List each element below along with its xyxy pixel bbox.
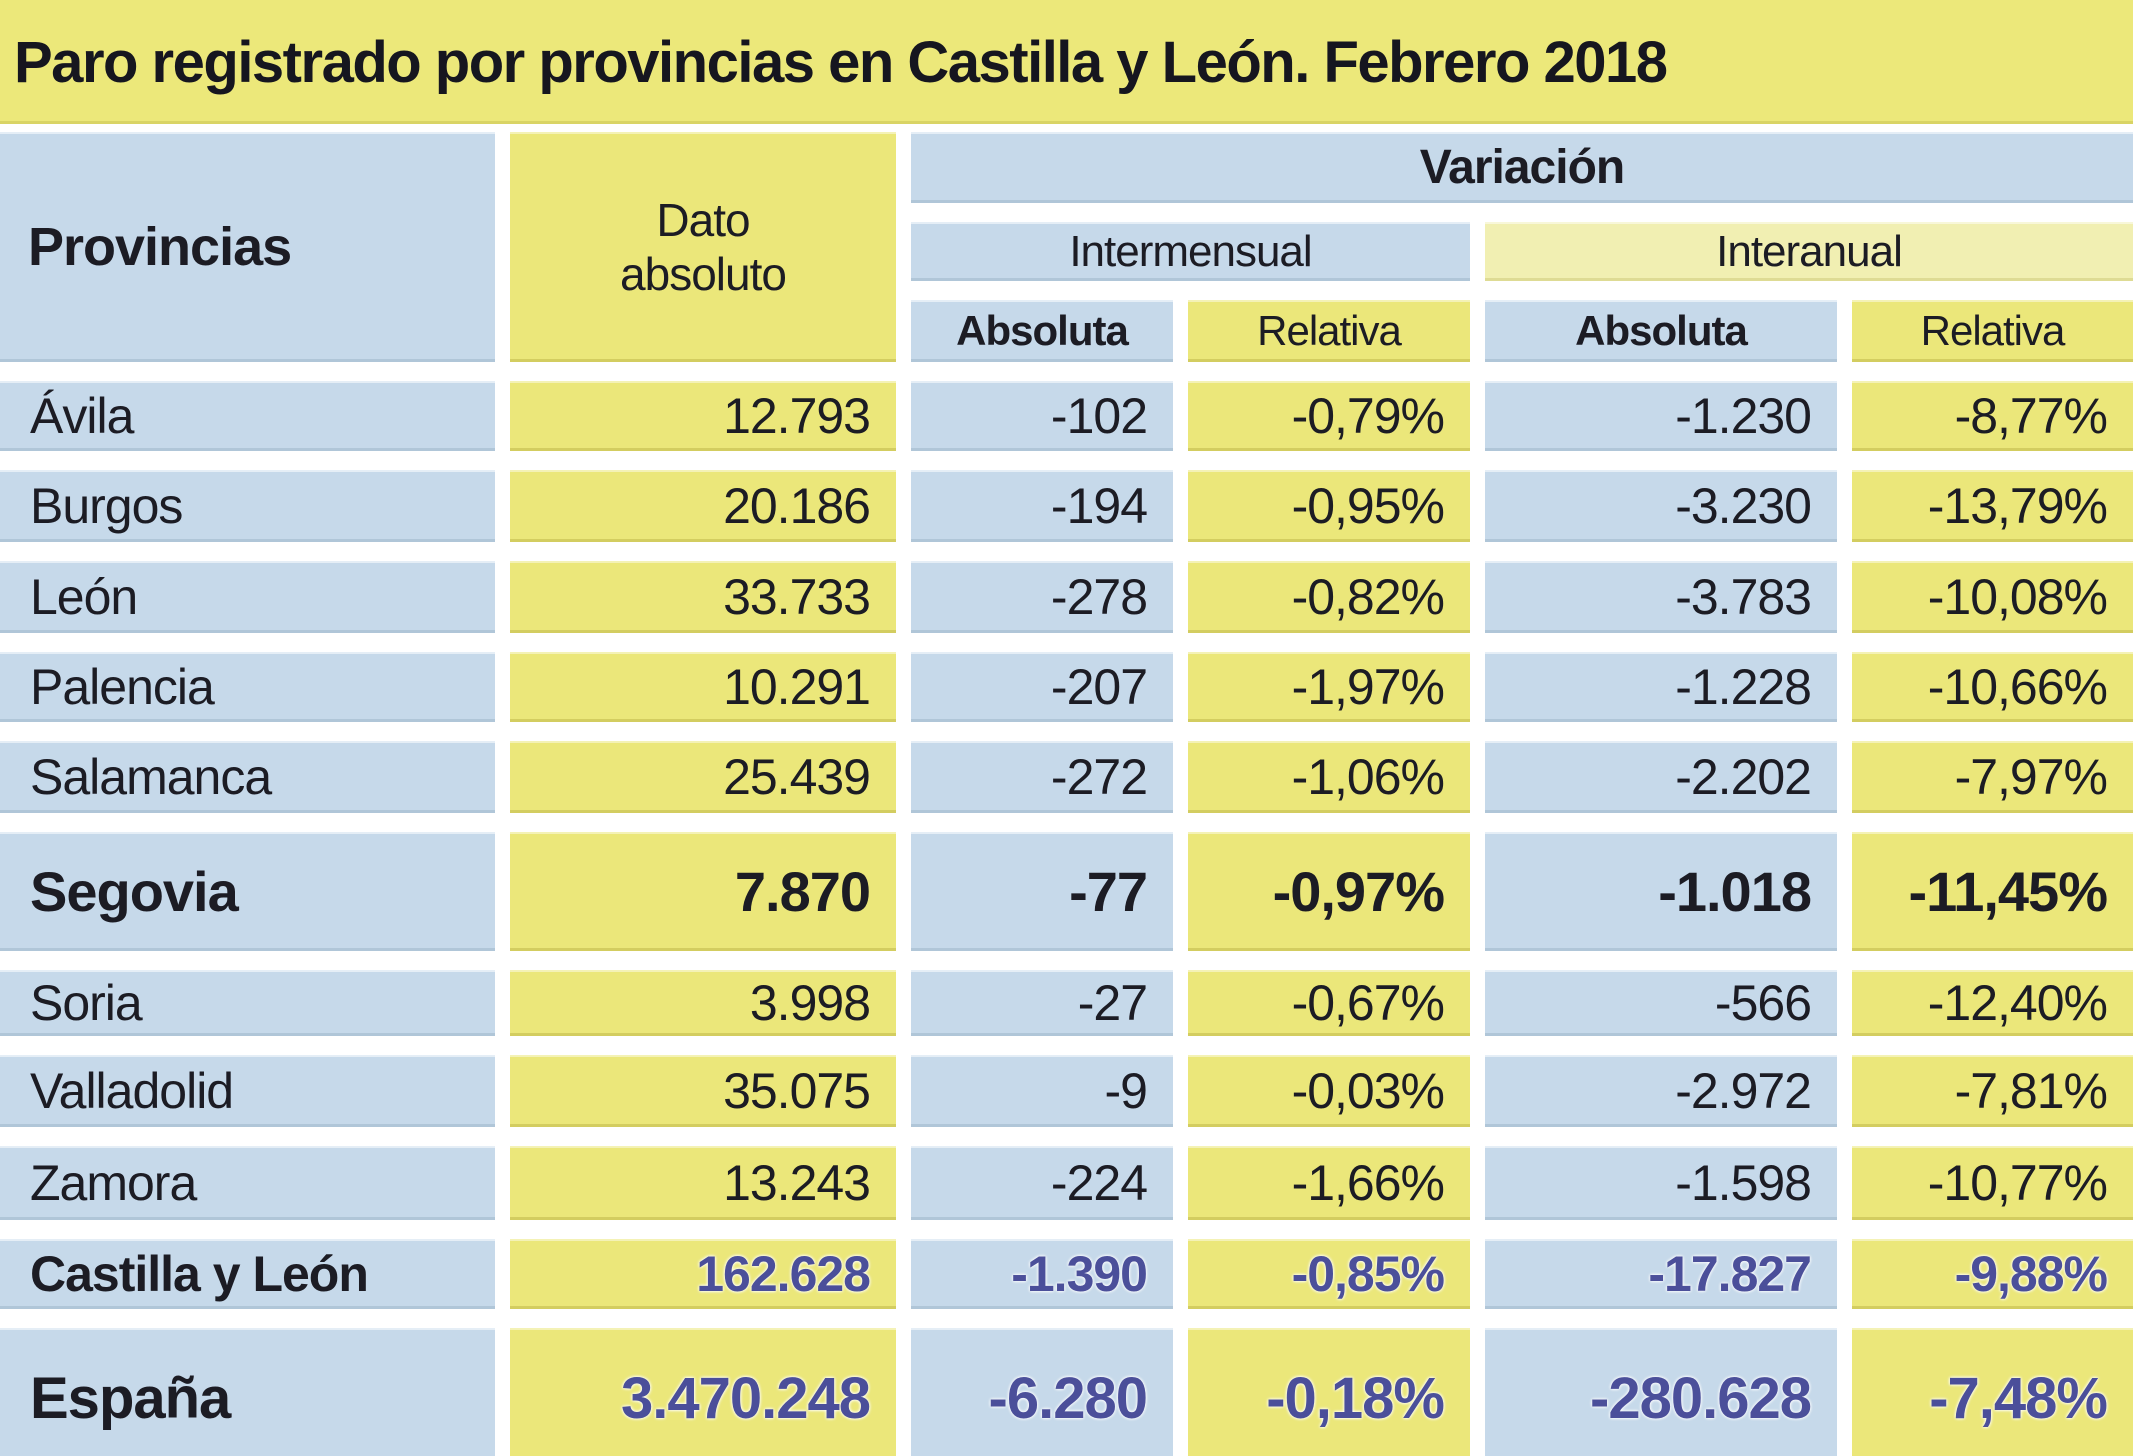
row-7-province-cell: Valladolid: [0, 1055, 495, 1127]
row-6-interanual-absoluta-cell: -566: [1485, 970, 1837, 1036]
row-9-dato-absoluto-cell: 162.628: [510, 1239, 896, 1309]
header-intermensual-relativa: Relativa: [1188, 300, 1470, 362]
row-3-intermensual-absoluta-cell: -207: [911, 652, 1173, 722]
row-5-dato-absoluto-cell: 7.870: [510, 832, 896, 951]
row-3-dato-absoluto-cell: 10.291: [510, 652, 896, 722]
row-8-intermensual-absoluta-cell: -224: [911, 1146, 1173, 1220]
header-interanual-absoluta: Absoluta: [1485, 300, 1837, 362]
row-10-interanual-absoluta-cell: -280.628: [1485, 1328, 1837, 1456]
row-0-dato-absoluto-cell: 12.793: [510, 381, 896, 451]
row-6-dato-absoluto-cell: 3.998: [510, 970, 896, 1036]
row-6-intermensual-absoluta-cell: -27: [911, 970, 1173, 1036]
row-10-interanual-relativa-cell: -7,48%: [1852, 1328, 2133, 1456]
row-2-interanual-absoluta-cell: -3.783: [1485, 561, 1837, 633]
row-6-province-cell: Soria: [0, 970, 495, 1036]
row-3-interanual-absoluta-cell: -1.228: [1485, 652, 1837, 722]
row-8-interanual-relativa-cell: -10,77%: [1852, 1146, 2133, 1220]
row-10-dato-absoluto-cell: 3.470.248: [510, 1328, 896, 1456]
row-9-province-cell: Castilla y León: [0, 1239, 495, 1309]
row-7-intermensual-relativa-cell: -0,03%: [1188, 1055, 1470, 1127]
row-5-intermensual-relativa-cell: -0,97%: [1188, 832, 1470, 951]
row-1-interanual-absoluta-cell: -3.230: [1485, 470, 1837, 542]
row-5-interanual-absoluta-cell: -1.018: [1485, 832, 1837, 951]
row-4-dato-absoluto-cell: 25.439: [510, 741, 896, 813]
row-8-intermensual-relativa-cell: -1,66%: [1188, 1146, 1470, 1220]
row-2-intermensual-absoluta-cell: -278: [911, 561, 1173, 633]
row-0-province-cell: Ávila: [0, 381, 495, 451]
row-5-interanual-relativa-cell: -11,45%: [1852, 832, 2133, 951]
row-10-intermensual-relativa-cell: -0,18%: [1188, 1328, 1470, 1456]
row-3-intermensual-relativa-cell: -1,97%: [1188, 652, 1470, 722]
row-2-province-cell: León: [0, 561, 495, 633]
row-8-interanual-absoluta-cell: -1.598: [1485, 1146, 1837, 1220]
table-grid: Provincias Dato absoluto Variación Inter…: [0, 132, 2133, 1456]
row-5-province-cell: Segovia: [0, 832, 495, 951]
row-4-interanual-relativa-cell: -7,97%: [1852, 741, 2133, 813]
row-0-interanual-absoluta-cell: -1.230: [1485, 381, 1837, 451]
row-7-dato-absoluto-cell: 35.075: [510, 1055, 896, 1127]
row-1-province-cell: Burgos: [0, 470, 495, 542]
row-4-interanual-absoluta-cell: -2.202: [1485, 741, 1837, 813]
header-intermensual: Intermensual: [911, 222, 1470, 281]
row-0-intermensual-absoluta-cell: -102: [911, 381, 1173, 451]
row-4-intermensual-relativa-cell: -1,06%: [1188, 741, 1470, 813]
row-9-interanual-relativa-cell: -9,88%: [1852, 1239, 2133, 1309]
header-provincias: Provincias: [0, 132, 495, 362]
row-4-province-cell: Salamanca: [0, 741, 495, 813]
row-7-interanual-relativa-cell: -7,81%: [1852, 1055, 2133, 1127]
header-variacion: Variación: [911, 132, 2133, 203]
header-dato-absoluto: Dato absoluto: [510, 132, 896, 362]
row-9-interanual-absoluta-cell: -17.827: [1485, 1239, 1837, 1309]
row-6-interanual-relativa-cell: -12,40%: [1852, 970, 2133, 1036]
row-1-intermensual-relativa-cell: -0,95%: [1188, 470, 1470, 542]
row-9-intermensual-absoluta-cell: -1.390: [911, 1239, 1173, 1309]
row-1-dato-absoluto-cell: 20.186: [510, 470, 896, 542]
row-3-province-cell: Palencia: [0, 652, 495, 722]
row-4-intermensual-absoluta-cell: -272: [911, 741, 1173, 813]
header-dato-absoluto-label: Dato absoluto: [620, 193, 787, 300]
row-10-intermensual-absoluta-cell: -6.280: [911, 1328, 1173, 1456]
title-bar: Paro registrado por provincias en Castil…: [0, 0, 2133, 124]
row-9-intermensual-relativa-cell: -0,85%: [1188, 1239, 1470, 1309]
row-8-dato-absoluto-cell: 13.243: [510, 1146, 896, 1220]
row-2-intermensual-relativa-cell: -0,82%: [1188, 561, 1470, 633]
row-7-interanual-absoluta-cell: -2.972: [1485, 1055, 1837, 1127]
row-6-intermensual-relativa-cell: -0,67%: [1188, 970, 1470, 1036]
header-intermensual-absoluta: Absoluta: [911, 300, 1173, 362]
row-8-province-cell: Zamora: [0, 1146, 495, 1220]
row-0-intermensual-relativa-cell: -0,79%: [1188, 381, 1470, 451]
row-5-intermensual-absoluta-cell: -77: [911, 832, 1173, 951]
row-1-intermensual-absoluta-cell: -194: [911, 470, 1173, 542]
row-2-dato-absoluto-cell: 33.733: [510, 561, 896, 633]
row-3-interanual-relativa-cell: -10,66%: [1852, 652, 2133, 722]
row-2-interanual-relativa-cell: -10,08%: [1852, 561, 2133, 633]
header-interanual-relativa: Relativa: [1852, 300, 2133, 362]
page-title: Paro registrado por provincias en Castil…: [14, 29, 1668, 95]
header-interanual: Interanual: [1485, 222, 2133, 281]
row-7-intermensual-absoluta-cell: -9: [911, 1055, 1173, 1127]
row-1-interanual-relativa-cell: -13,79%: [1852, 470, 2133, 542]
row-0-interanual-relativa-cell: -8,77%: [1852, 381, 2133, 451]
row-10-province-cell: España: [0, 1328, 495, 1456]
